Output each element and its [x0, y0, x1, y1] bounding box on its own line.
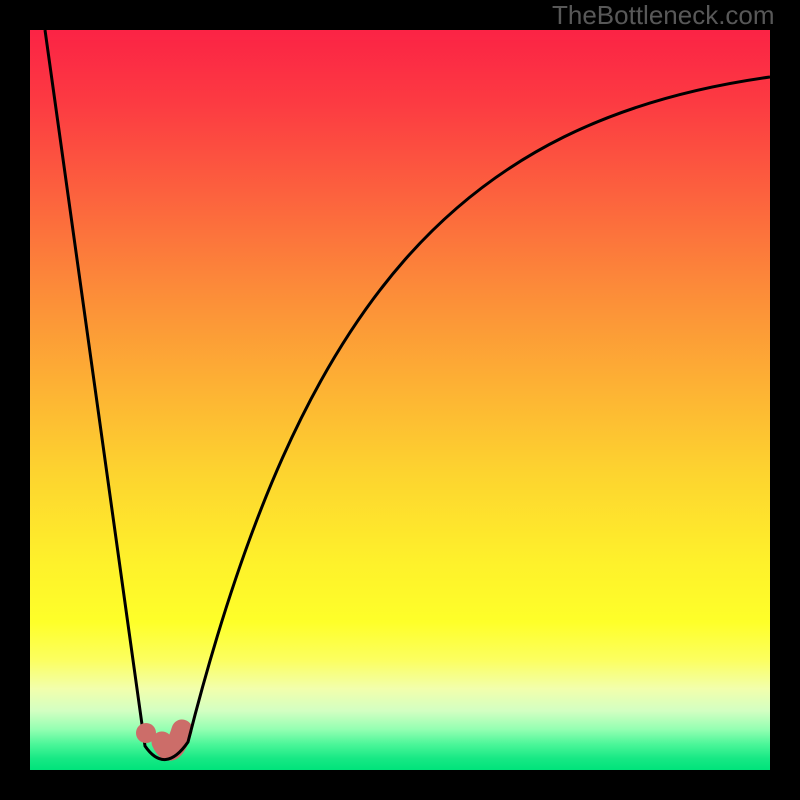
watermark-text: TheBottleneck.com [552, 0, 775, 31]
chart-frame: TheBottleneck.com [0, 0, 800, 800]
bottleneck-curve [30, 30, 770, 770]
plot-area [30, 30, 770, 770]
optimal-point-marker [136, 723, 156, 743]
